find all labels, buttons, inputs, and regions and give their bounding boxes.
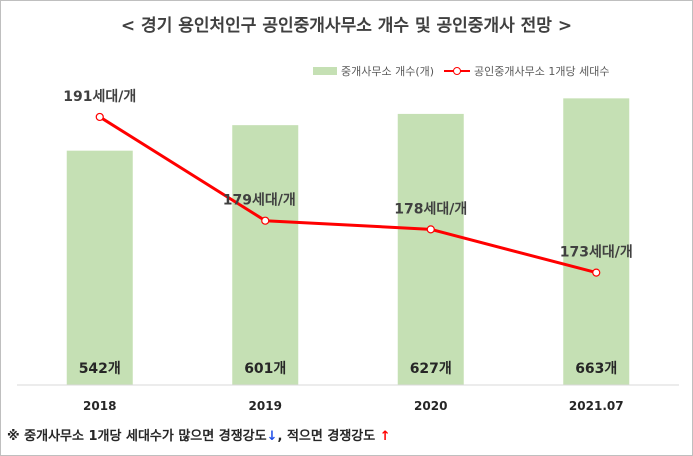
legend-bar-label: 중개사무소 개수(개) [341,65,435,78]
x-tick-label: 2018 [83,399,116,413]
bar-value-label: 627개 [410,361,452,377]
bar-2021.07 [563,98,630,385]
line-point-2019 [261,216,270,225]
line-point-2020 [426,225,435,234]
bar-value-label: 663개 [575,361,617,377]
x-tick-label: 2019 [249,399,282,413]
chart-legend: 중개사무소 개수(개) 공인중개사무소 1개당 세대수 [313,63,619,79]
bar-value-label: 601개 [244,361,286,377]
legend-item-line: 공인중개사무소 1개당 세대수 [444,63,609,79]
bar-2019 [232,125,299,385]
x-tick-label: 2021.07 [569,399,624,413]
line-value-label: 191세대/개 [63,89,136,105]
footnote: ※ 중개사무소 1개당 세대수가 많으면 경쟁강도↓, 적으면 경쟁강도 ↑ [7,425,391,444]
chart-title: < 경기 용인처인구 공인중개사무소 개수 및 공인중개사 전망 > [120,16,573,36]
footnote-text-2: , 적으면 경쟁강도 [277,429,380,444]
legend-item-bar: 중개사무소 개수(개) [313,63,434,79]
bar-value-label: 542개 [79,361,121,377]
legend-line-swatch [444,66,471,76]
line-series [98,115,597,275]
line-point-2018 [95,112,104,122]
legend-bar-swatch [313,67,337,75]
arrow-down-icon: ↓ [266,429,278,444]
footnote-text-1: ※ 중개사무소 1개당 세대수가 많으면 경쟁강도 [7,429,267,444]
line-value-label: 178세대/개 [394,201,467,217]
arrow-up-icon: ↑ [379,429,391,444]
line-value-label: 173세대/개 [560,245,633,261]
line-value-label: 179세대/개 [223,193,296,209]
line-point-2021.07 [592,268,601,277]
legend-line-label: 공인중개사무소 1개당 세대수 [474,65,610,78]
bar-2018 [66,150,133,385]
x-tick-label: 2020 [414,399,447,413]
bar-2020 [397,113,464,385]
